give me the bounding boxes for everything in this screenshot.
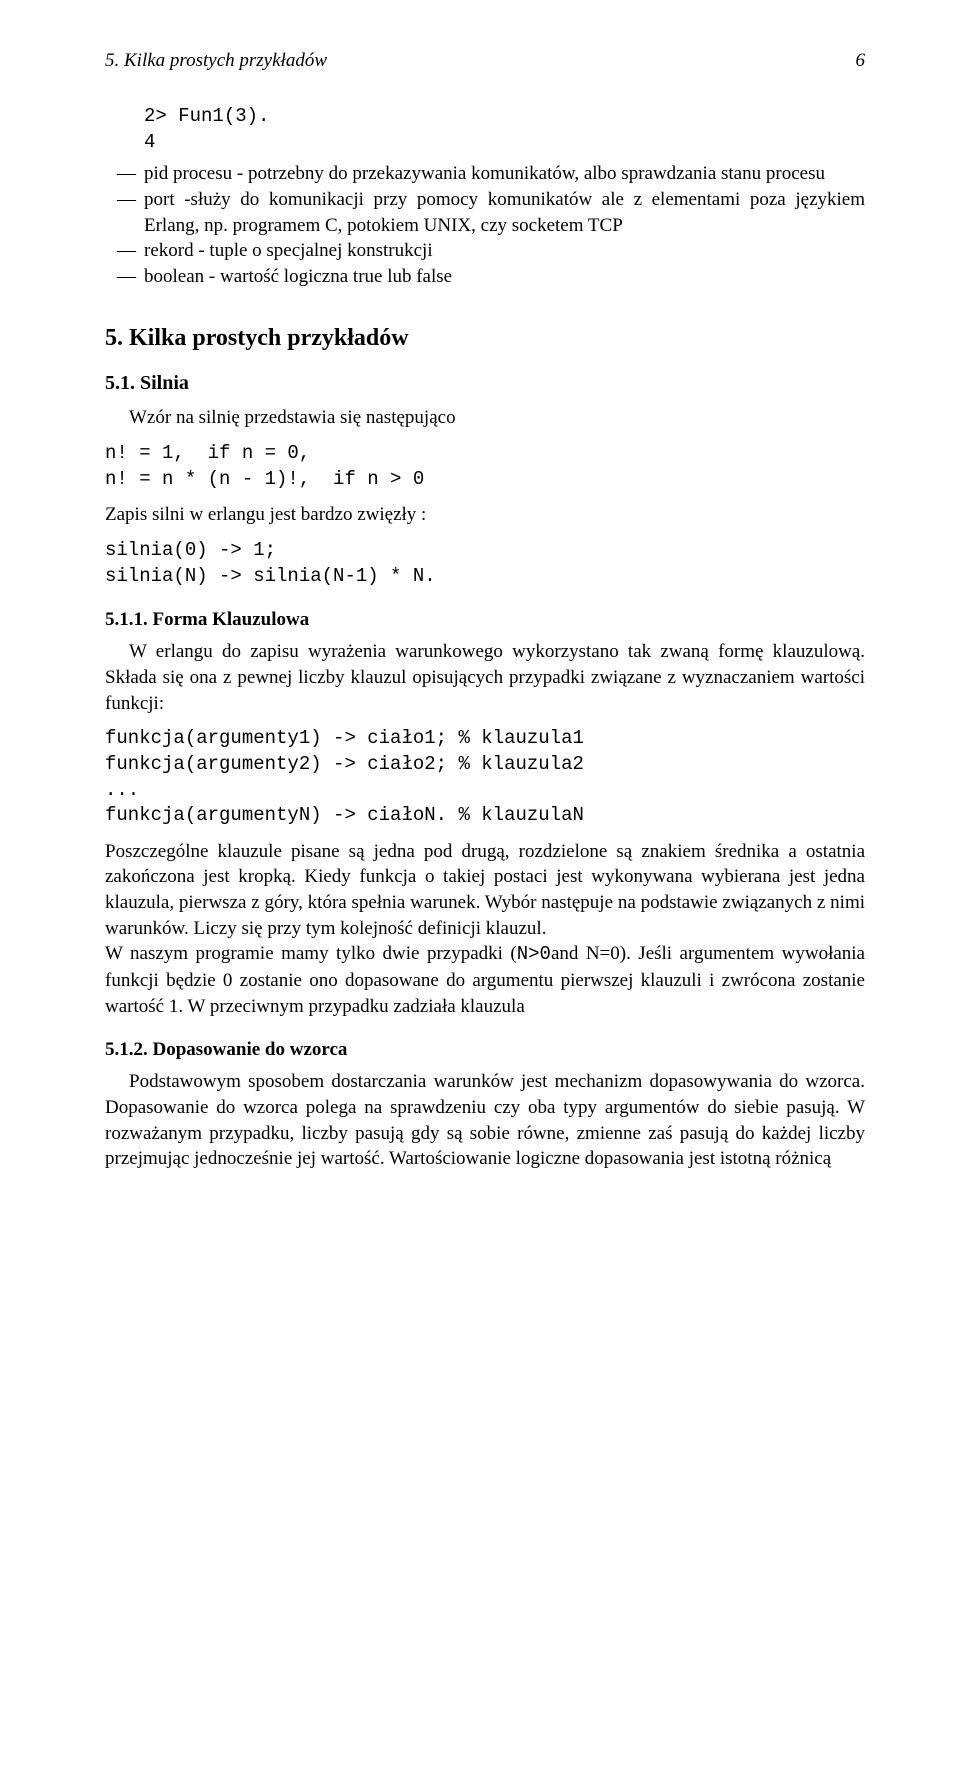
subsection-heading-5-1: 5.1. Silnia	[105, 372, 865, 395]
code-block-funkcja: funkcja(argumenty1) -> ciało1; % klauzul…	[105, 726, 865, 829]
header-left: 5. Kilka prostych przykładów	[105, 50, 327, 72]
paragraph-forma-klauzulowa-2: Poszczególne klauzule pisane są jedna po…	[105, 839, 865, 1019]
paragraph-silnia-intro: Wzór na silnię przedstawia się następują…	[105, 405, 865, 431]
document-page: 5. Kilka prostych przykładów 6 2> Fun1(3…	[0, 0, 960, 1765]
list-item: boolean - wartość logiczna true lub fals…	[105, 264, 865, 290]
paragraph-zapis: Zapis silni w erlangu jest bardzo zwięzł…	[105, 502, 865, 528]
code-block-factorial-math: n! = 1, if n = 0, n! = n * (n - 1)!, if …	[105, 441, 865, 492]
page-header: 5. Kilka prostych przykładów 6	[105, 50, 865, 72]
list-item: pid procesu - potrzebny do przekazywania…	[105, 161, 865, 187]
para-text: Poszczególne klauzule pisane są jedna po…	[105, 841, 865, 939]
section-heading-5: 5. Kilka prostych przykładów	[105, 325, 865, 352]
paragraph-forma-klauzulowa-1: W erlangu do zapisu wyrażenia warunkoweg…	[105, 639, 865, 716]
code-block-silnia-erlang: silnia(0) -> 1; silnia(N) -> silnia(N-1)…	[105, 538, 865, 589]
subsubsection-heading-5-1-2: 5.1.2. Dopasowanie do wzorca	[105, 1039, 865, 1061]
header-page-number: 6	[856, 50, 866, 72]
para-text: W naszym programie mamy tylko dwie przyp…	[105, 943, 517, 964]
list-item: rekord - tuple o specjalnej konstrukcji	[105, 238, 865, 264]
paragraph-dopasowanie: Podstawowym sposobem dostarczania warunk…	[105, 1069, 865, 1172]
subsubsection-heading-5-1-1: 5.1.1. Forma Klauzulowa	[105, 609, 865, 631]
type-list: pid procesu - potrzebny do przekazywania…	[105, 161, 865, 289]
list-item: port -służy do komunikacji przy pomocy k…	[105, 187, 865, 238]
inline-code: N>0	[517, 943, 551, 965]
code-block-fun1: 2> Fun1(3). 4	[144, 104, 865, 155]
